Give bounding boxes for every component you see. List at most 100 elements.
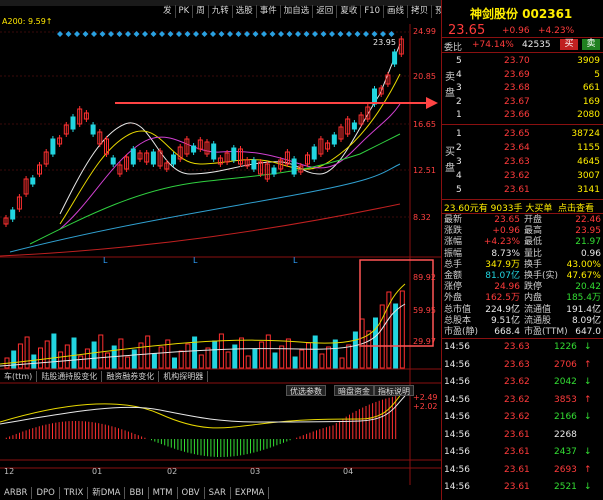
tab-expma[interactable]: EXPMA bbox=[231, 486, 270, 499]
signal-diamond bbox=[210, 31, 216, 37]
stat-label: 总股本 bbox=[444, 315, 472, 326]
tick-price: 23.61 bbox=[504, 464, 530, 475]
tick-price: 23.61 bbox=[504, 482, 530, 492]
tick-volume: 2521 bbox=[554, 482, 577, 492]
tab-margin[interactable]: 融资融券变化 bbox=[102, 371, 160, 382]
toolbar-btn-fa[interactable]: 发 bbox=[160, 5, 176, 18]
bid-row[interactable]: 1 23.65 38724 bbox=[442, 128, 603, 141]
tab-institution[interactable]: 机构探明器 bbox=[159, 371, 209, 382]
stat-label: 涨幅 bbox=[444, 237, 463, 248]
signal-diamond bbox=[337, 31, 344, 37]
stat-value: 8.73% bbox=[491, 248, 520, 259]
toolbar-btn-xuangu[interactable]: 选股 bbox=[233, 5, 257, 18]
toolbar-btn-back[interactable]: 返回 bbox=[313, 5, 338, 18]
candle-body bbox=[63, 124, 69, 135]
ma-line-magenta bbox=[59, 103, 401, 230]
candle-body bbox=[358, 114, 364, 125]
bid-volume: 38724 bbox=[571, 129, 600, 139]
tab-bbi[interactable]: BBI bbox=[125, 486, 149, 499]
signal-diamond bbox=[295, 31, 301, 37]
signal-diamond bbox=[227, 31, 233, 37]
toolbar-btn-copy[interactable]: 拷贝 bbox=[408, 5, 433, 18]
candle-body bbox=[83, 112, 89, 120]
low-marker: L bbox=[103, 256, 108, 265]
volume-bar bbox=[232, 344, 238, 369]
signal-diamond bbox=[320, 31, 327, 37]
signal-diamond bbox=[286, 31, 293, 37]
volume-bar bbox=[24, 336, 30, 369]
toolbar-btn-add-watch[interactable]: 加自选 bbox=[281, 5, 314, 18]
tab-mtm[interactable]: MTM bbox=[149, 486, 178, 499]
candle-body bbox=[43, 151, 49, 165]
signal-diamond bbox=[363, 31, 369, 37]
ask-row[interactable]: 1 23.66 2080 bbox=[442, 109, 603, 122]
bid-row[interactable]: 2 23.64 1155 bbox=[442, 142, 603, 155]
indicator-help-button[interactable]: 指标说明 bbox=[374, 385, 414, 396]
dark-pool-button[interactable]: 暗盘资金 bbox=[334, 385, 374, 396]
toolbar-btn-xiashou[interactable]: 夏收 bbox=[337, 5, 362, 18]
bid-row[interactable]: 4 23.62 3007 bbox=[442, 170, 603, 183]
stat-label: 最低 bbox=[524, 237, 543, 248]
tick-row: 14:56 23.62 2166 ↓ bbox=[442, 411, 603, 424]
tick-direction-icon: ↓ bbox=[584, 447, 592, 457]
ask-row[interactable]: 4 23.69 5 bbox=[442, 69, 603, 82]
candle-body bbox=[157, 150, 163, 167]
signal-diamond bbox=[167, 31, 174, 37]
toolbar: 发 PK 周 九转 选股 事件 加自选 返回 夏收 F10 画线 拷贝 预警 指… bbox=[160, 5, 481, 19]
ask-row[interactable]: 3 23.68 661 bbox=[442, 82, 603, 95]
candle-body bbox=[244, 159, 250, 167]
tick-volume: 2042 bbox=[554, 377, 577, 387]
candle-body bbox=[217, 157, 223, 165]
sell-button[interactable]: 卖 bbox=[582, 39, 600, 50]
volume-bar bbox=[91, 341, 97, 369]
signal-diamond bbox=[261, 31, 267, 37]
tab-pe-ttm[interactable]: 车(ttm) bbox=[0, 371, 38, 382]
toolbar-btn-pk[interactable]: PK bbox=[176, 5, 194, 18]
signal-diamond bbox=[218, 31, 225, 37]
volume-bar bbox=[185, 343, 191, 369]
tab-hk-holding[interactable]: 陆股通持股变化 bbox=[37, 371, 103, 382]
signal-diamond bbox=[312, 31, 318, 37]
bid-level: 3 bbox=[456, 157, 462, 167]
stat-value: 647.0 bbox=[575, 327, 601, 337]
stat-row: 涨幅 +4.23% 最低 21.97 bbox=[442, 237, 603, 248]
volume-bar bbox=[145, 335, 151, 369]
optimize-params-button[interactable]: 优选参数 bbox=[286, 385, 326, 396]
signal-diamond bbox=[371, 31, 378, 37]
signal-diamond bbox=[278, 31, 284, 37]
tab-dpo[interactable]: DPO bbox=[32, 486, 60, 499]
bid-row[interactable]: 3 23.63 4645 bbox=[442, 156, 603, 169]
toolbar-btn-zhou[interactable]: 周 bbox=[193, 5, 209, 18]
toolbar-btn-draw[interactable]: 画线 bbox=[384, 5, 409, 18]
tick-volume: 2166 bbox=[554, 412, 577, 422]
bid-volume: 1155 bbox=[577, 143, 600, 153]
tick-price: 23.62 bbox=[504, 377, 530, 387]
tick-volume: 2706 bbox=[554, 359, 577, 370]
vol-tick: 59.95 bbox=[413, 306, 436, 315]
macd-tick: +2.49 bbox=[413, 393, 438, 402]
toolbar-btn-shijian[interactable]: 事件 bbox=[257, 5, 281, 18]
volume-bar bbox=[292, 356, 298, 369]
buy-button[interactable]: 买 bbox=[560, 39, 578, 50]
candle-body bbox=[345, 118, 351, 135]
tab-obv[interactable]: OBV bbox=[178, 486, 205, 499]
tab-sar[interactable]: SAR bbox=[205, 486, 231, 499]
click-view-link[interactable]: 点击查看 bbox=[558, 204, 595, 214]
toolbar-btn-f10[interactable]: F10 bbox=[361, 5, 385, 18]
tab-trix[interactable]: TRIX bbox=[60, 486, 89, 499]
signal-diamond bbox=[82, 31, 89, 37]
ask-level: 1 bbox=[456, 110, 462, 120]
signal-diamond bbox=[303, 31, 310, 37]
kline-chart[interactable] bbox=[0, 24, 441, 485]
ask-row[interactable]: 5 23.70 3909 bbox=[442, 55, 603, 68]
bid-row[interactable]: 5 23.61 3141 bbox=[442, 184, 603, 197]
candle-body bbox=[171, 154, 176, 165]
bid-price: 23.63 bbox=[504, 157, 530, 167]
ask-volume: 5 bbox=[594, 69, 600, 80]
tab-arbr[interactable]: ARBR bbox=[0, 486, 33, 499]
toolbar-btn-jiuzhuan[interactable]: 九转 bbox=[209, 5, 233, 18]
x-tick: 12 bbox=[4, 467, 15, 476]
ask-row[interactable]: 2 23.67 169 bbox=[442, 96, 603, 109]
tab-dma[interactable]: 新DMA bbox=[88, 486, 126, 499]
candle-body bbox=[70, 116, 76, 130]
